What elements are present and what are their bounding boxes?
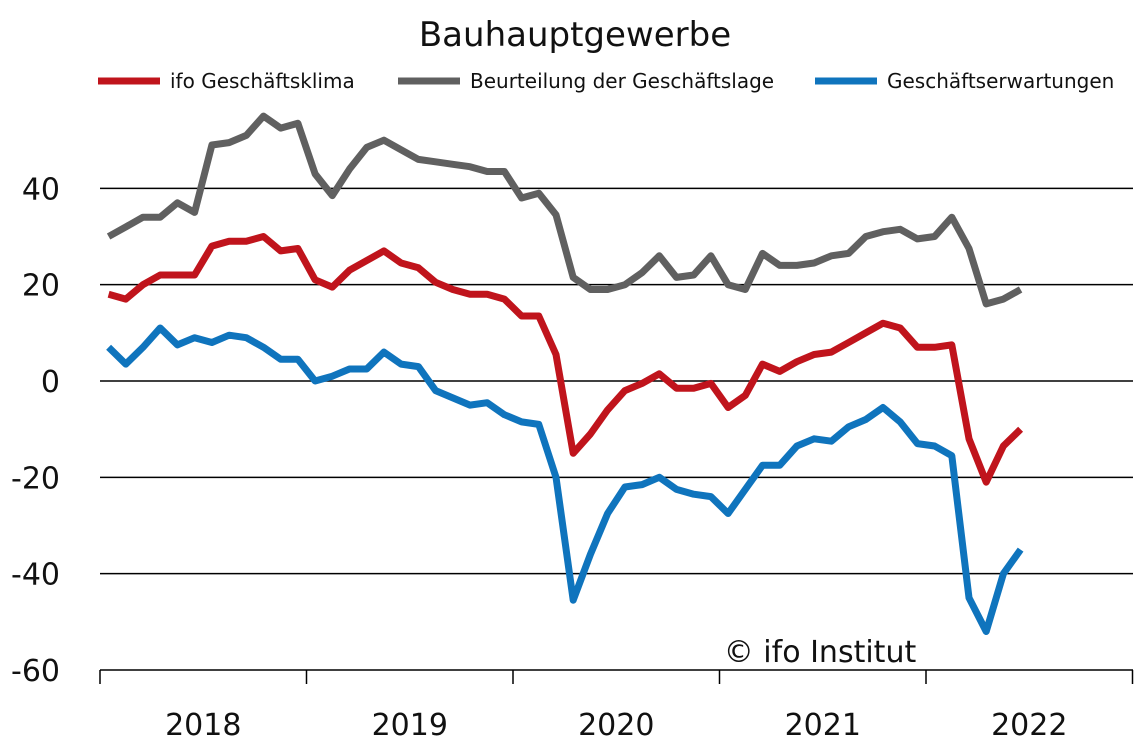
y-axis-ticks: 40 20 0 -20 -40 -60: [11, 172, 60, 689]
y-tick-label: 0: [41, 365, 60, 400]
series-line-3: [106, 324, 1024, 635]
y-tick-label: 40: [22, 172, 60, 207]
series-line-1: [107, 233, 1024, 486]
gridlines: [100, 187, 1133, 671]
series-line-2: [106, 112, 1023, 308]
legend-label: Beurteilung der Geschäftslage: [470, 69, 774, 93]
y-tick-label: -60: [11, 654, 60, 689]
x-tick-label: 2022: [991, 708, 1067, 743]
legend-label: Geschäftserwartungen: [887, 69, 1114, 93]
y-tick-label: -40: [11, 558, 60, 593]
y-tick-label: -20: [11, 461, 60, 496]
x-tick-label: 2020: [578, 708, 654, 743]
y-tick-label: 20: [22, 269, 60, 304]
x-tick-label: 2018: [165, 708, 241, 743]
chart-title: Bauhauptgewerbe: [419, 15, 731, 55]
series-lines: [106, 112, 1024, 635]
x-axis: 2018 2019 2020 2021 2022: [99, 670, 1134, 743]
legend: ifo Geschäftsklima Beurteilung der Geschä…: [98, 69, 1114, 93]
copyright-text: © ifo Institut: [724, 635, 917, 670]
x-tick-label: 2019: [372, 708, 448, 743]
legend-label: ifo Geschäftsklima: [170, 69, 355, 93]
x-tick-label: 2021: [785, 708, 861, 743]
